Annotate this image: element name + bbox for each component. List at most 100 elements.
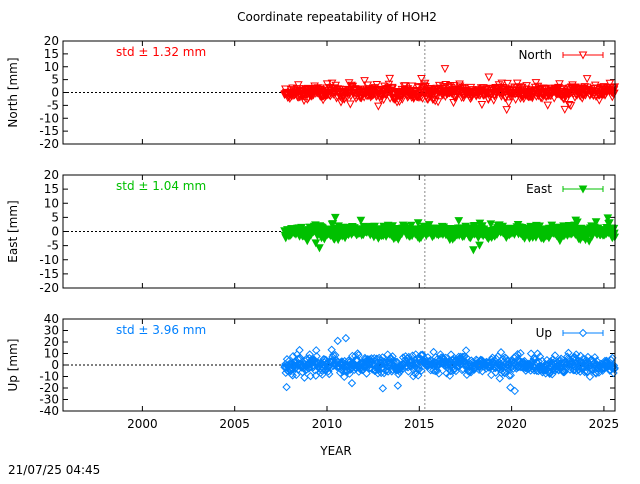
data-point — [288, 371, 297, 380]
data-point — [571, 350, 581, 359]
x-tick-label: 2000 — [127, 417, 158, 431]
data-point — [461, 346, 471, 355]
data-point — [582, 75, 592, 84]
y-tick-label: 0 — [51, 225, 59, 239]
data-point — [329, 350, 338, 360]
data-point — [360, 77, 369, 86]
y-tick-label: -10 — [39, 253, 59, 267]
legend-symbol — [562, 185, 604, 194]
y-tick-label: -5 — [47, 239, 59, 253]
y-tick-label: -20 — [39, 137, 59, 151]
std-annotation: std ± 3.96 mm — [116, 323, 206, 337]
data-point — [295, 345, 304, 355]
data-point — [372, 81, 382, 90]
data-point — [315, 244, 324, 253]
data-point — [340, 234, 350, 243]
data-point — [469, 246, 478, 255]
std-annotation: std ± 1.32 mm — [116, 45, 206, 59]
data-point — [534, 357, 543, 366]
y-tick-label: -20 — [39, 381, 59, 395]
y-tick-label: 20 — [44, 168, 59, 182]
data-point — [522, 82, 531, 91]
data-point — [433, 98, 443, 107]
std-annotation: std ± 1.04 mm — [116, 179, 206, 193]
data-point — [362, 369, 371, 378]
data-point — [550, 351, 560, 360]
data-point — [417, 366, 426, 375]
data-point — [475, 241, 484, 250]
data-point — [327, 79, 337, 88]
data-point — [609, 361, 619, 370]
data-point — [466, 368, 476, 377]
data-point — [543, 101, 553, 110]
chart-title: Coordinate repeatability of HOH2 — [237, 10, 437, 24]
data-point — [294, 81, 303, 90]
y-tick-label: 20 — [44, 335, 59, 349]
data-point — [585, 372, 595, 381]
data-point — [378, 384, 388, 393]
data-point — [356, 216, 366, 225]
data-point — [311, 239, 321, 248]
data-point — [347, 378, 357, 388]
x-tick-label: 2010 — [312, 417, 343, 431]
x-tick-label: 2020 — [496, 417, 527, 431]
data-point — [549, 94, 559, 103]
data-point — [406, 356, 416, 365]
data-point — [504, 99, 514, 108]
data-point — [459, 94, 468, 103]
legend-label: North — [518, 48, 552, 62]
y-tick-label: 15 — [44, 47, 59, 61]
data-point — [379, 96, 388, 105]
data-point — [496, 348, 506, 357]
legend-label: Up — [536, 326, 552, 340]
data-point — [318, 370, 327, 379]
data-point — [564, 90, 573, 99]
data-point — [555, 237, 565, 246]
data-point — [510, 386, 520, 396]
legend-symbol — [562, 51, 604, 60]
data-point — [403, 85, 413, 94]
data-point — [407, 357, 416, 367]
data-point — [609, 229, 619, 238]
data-point — [590, 353, 600, 362]
y-tick-label: 15 — [44, 182, 59, 196]
y-tick-label: 5 — [51, 210, 59, 224]
data-point — [606, 355, 616, 365]
data-point — [564, 101, 574, 110]
y-axis-label: Up [mm] — [6, 339, 20, 392]
data-point — [417, 74, 426, 84]
data-point — [282, 382, 291, 392]
y-axis-label: North [mm] — [6, 57, 20, 127]
data-point — [333, 336, 342, 346]
data-point — [486, 90, 496, 99]
data-point — [445, 371, 455, 380]
plot-frame — [62, 318, 616, 412]
data-point — [353, 349, 362, 358]
y-tick-label: 10 — [44, 60, 59, 74]
data-point — [454, 217, 464, 226]
data-point — [526, 349, 536, 358]
data-point — [292, 370, 301, 380]
x-tick-label: 2015 — [404, 417, 435, 431]
data-point — [421, 83, 430, 92]
data-point — [511, 95, 520, 105]
data-point — [345, 100, 355, 109]
data-point — [504, 371, 514, 380]
data-point — [340, 372, 349, 382]
x-tick-label: 2005 — [219, 417, 250, 431]
series-north — [280, 65, 620, 115]
y-tick-label: 20 — [44, 34, 59, 48]
y-tick-label: -30 — [39, 393, 59, 407]
data-point — [341, 333, 351, 343]
data-point — [502, 106, 512, 115]
y-tick-label: 10 — [44, 196, 59, 210]
data-point — [324, 367, 333, 376]
data-point — [374, 102, 383, 111]
data-point — [459, 364, 468, 374]
data-point — [434, 369, 444, 378]
data-point — [416, 93, 426, 102]
